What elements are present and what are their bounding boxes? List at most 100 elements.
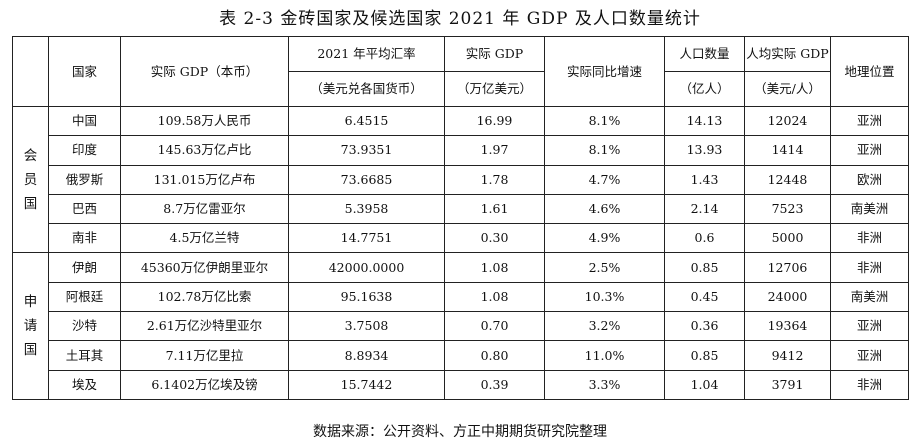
header-blank-cell [12,36,49,107]
country-cell: 沙特 [48,311,121,342]
location-cell: 非洲 [830,252,909,283]
group-label-cell: 申请国 [12,252,49,400]
growth-cell: 8.1% [544,135,665,166]
location-cell: 亚洲 [830,135,909,166]
table-row: 申请国伊朗 45360万亿伊朗里亚尔 42000.0000 1.08 2.5% 0.85 1… [12,252,909,400]
gdp-local-cell: 6.1402万亿埃及镑 [120,369,289,400]
gdp-usd-cell: 0.30 [444,223,545,254]
header-country: 国家 [48,36,121,107]
fx-rate-cell: 5.3958 [288,193,445,225]
growth-cell: 10.3% [544,281,665,313]
growth-cell: 3.2% [544,311,665,342]
growth-cell: 8.1% [544,105,665,137]
growth-cell: 2.5% [544,252,665,283]
gdp-usd-cell: 1.61 [444,193,545,225]
population-cell: 13.93 [664,135,745,166]
per-capita-cell: 24000 [744,281,831,313]
population-cell: 2.14 [664,193,745,225]
fx-rate-cell: 73.6685 [288,164,445,195]
population-cell: 1.04 [664,369,745,400]
fx-rate-cell: 42000.0000 [288,252,445,283]
country-cell: 俄罗斯 [48,164,121,195]
country-cell: 阿根廷 [48,281,121,313]
header-fx-line1: 2021 年平均汇率 [288,36,445,72]
header-location: 地理位置 [830,36,909,107]
gdp-local-cell: 2.61万亿沙特里亚尔 [120,311,289,342]
gdp-usd-cell: 0.39 [444,369,545,400]
country-cell: 中国 [48,105,121,137]
header-gdp-local: 实际 GDP（本币） [120,36,289,107]
population-cell: 0.85 [664,252,745,283]
growth-cell: 4.7% [544,164,665,195]
location-cell: 亚洲 [830,340,909,371]
per-capita-cell: 12706 [744,252,831,283]
gdp-local-cell: 4.5万亿兰特 [120,223,289,254]
gdp-usd-cell: 0.80 [444,340,545,371]
gdp-usd-cell: 1.08 [444,281,545,313]
per-capita-cell: 12448 [744,164,831,195]
country-cell: 南非 [48,223,121,254]
population-cell: 14.13 [664,105,745,137]
fx-rate-cell: 15.7442 [288,369,445,400]
group-label-char: 请 [23,318,38,335]
growth-cell: 11.0% [544,340,665,371]
table-row: 土耳其 7.11万亿里拉 8.8934 0.80 11.0% 0.85 9412 亚洲 [13,340,909,371]
population-cell: 0.6 [664,223,745,254]
gdp-local-cell: 7.11万亿里拉 [120,340,289,371]
location-cell: 南美洲 [830,281,909,313]
location-cell: 欧洲 [830,164,909,195]
per-capita-cell: 1414 [744,135,831,166]
gdp-local-cell: 131.015万亿卢布 [120,164,289,195]
gdp-local-cell: 102.78万亿比索 [120,281,289,313]
gdp-local-cell: 8.7万亿雷亚尔 [120,193,289,225]
gdp-usd-cell: 1.97 [444,135,545,166]
header-pop-line1: 人口数量 [664,36,745,72]
population-cell: 0.85 [664,340,745,371]
gdp-local-cell: 145.63万亿卢比 [120,135,289,166]
table-title: 表 2-3 金砖国家及候选国家 2021 年 GDP 及人口数量统计 [219,9,701,29]
location-cell: 南美洲 [830,193,909,225]
location-cell: 非洲 [830,223,909,254]
population-cell: 0.45 [664,281,745,313]
table-row: 印度 145.63万亿卢比 73.9351 1.97 8.1% 13.93 1414 亚洲 [13,135,909,166]
country-cell: 巴西 [48,193,121,225]
gdp-population-table: 国家 实际 GDP（本币） 2021 年平均汇率 实际 GDP 实际同比增速 人… [12,36,909,400]
per-capita-cell: 5000 [744,223,831,254]
growth-cell: 4.6% [544,193,665,225]
group-label-char: 国 [23,195,38,212]
group-label-char: 会 [23,147,38,164]
country-cell: 埃及 [48,369,121,400]
fx-rate-cell: 8.8934 [288,340,445,371]
per-capita-cell: 7523 [744,193,831,225]
group-label-char: 员 [23,171,38,188]
table-row: 沙特 2.61万亿沙特里亚尔 3.7508 0.70 3.2% 0.36 19364 亚洲 [13,311,909,342]
group-label-char: 国 [23,342,38,359]
header-per-capita-line2: （美元/人） [744,71,831,107]
header-row: 国家 实际 GDP（本币） 2021 年平均汇率 实际 GDP 实际同比增速 人… [12,36,909,107]
table-row: 巴西 8.7万亿雷亚尔 5.3958 1.61 4.6% 2.14 7523 南美洲 [13,193,909,225]
header-row-sub: （美元兑各国货币） （万亿美元） （亿人） （美元/人） [13,71,909,107]
header-growth: 实际同比增速 [544,36,665,107]
gdp-usd-cell: 0.70 [444,311,545,342]
group-label-cell: 会员国 [12,105,49,254]
country-cell: 印度 [48,135,121,166]
fx-rate-cell: 95.1638 [288,281,445,313]
growth-cell: 4.9% [544,223,665,254]
population-cell: 1.43 [664,164,745,195]
table-row: 埃及 6.1402万亿埃及镑 15.7442 0.39 3.3% 1.04 3791 非洲 [13,369,909,400]
header-pop-line2: （亿人） [664,71,745,107]
country-cell: 土耳其 [48,340,121,371]
header-gdp-usd-line2: （万亿美元） [444,71,545,107]
table-row: 俄罗斯 131.015万亿卢布 73.6685 1.78 4.7% 1.43 12448 欧洲 [13,164,909,195]
location-cell: 亚洲 [830,105,909,137]
gdp-local-cell: 109.58万人民币 [120,105,289,137]
header-per-capita-line1: 人均实际 GDP [744,36,831,72]
gdp-usd-cell: 16.99 [444,105,545,137]
location-cell: 亚洲 [830,311,909,342]
per-capita-cell: 19364 [744,311,831,342]
header-gdp-usd-line1: 实际 GDP [444,36,545,72]
gdp-usd-cell: 1.08 [444,252,545,283]
data-source-note: 数据来源：公开资料、方正中期期货研究院整理 [313,424,607,440]
fx-rate-cell: 6.4515 [288,105,445,137]
growth-cell: 3.3% [544,369,665,400]
